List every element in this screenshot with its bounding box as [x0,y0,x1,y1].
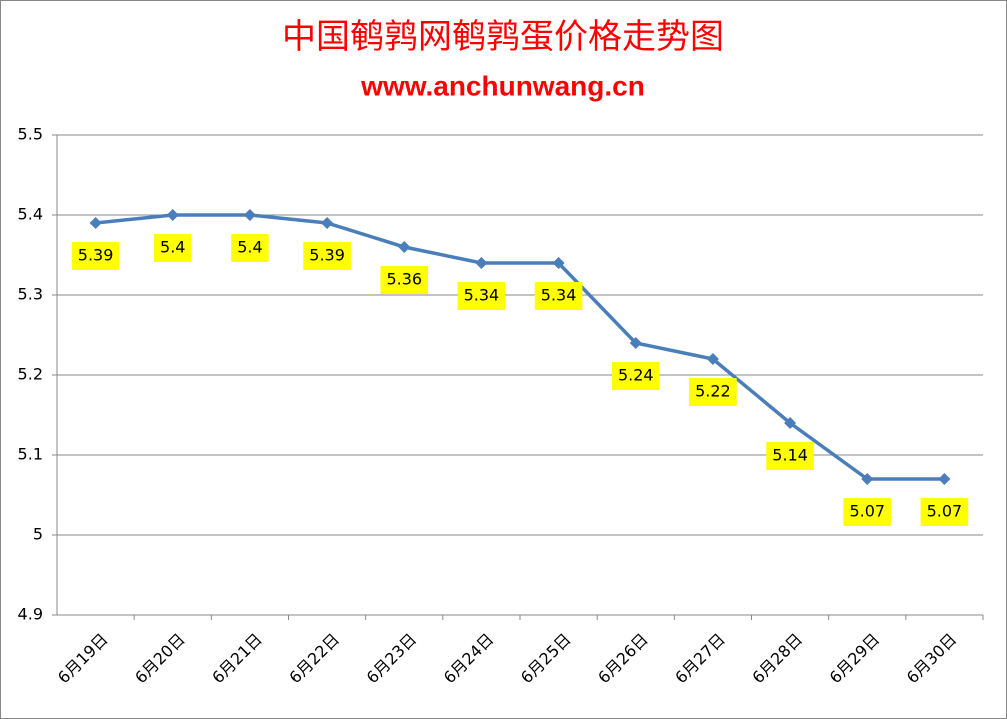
y-tick-label: 5.4 [18,205,43,224]
data-label-bg [231,234,269,262]
data-label-text: 5.07 [849,502,885,521]
data-label: 5.4 [154,234,192,262]
marker [861,473,874,485]
data-label: 5.14 [766,442,814,470]
y-tick-label: 4.9 [18,605,43,624]
y-tick-label: 5.5 [18,125,43,144]
marker [629,337,642,349]
y-tick-label: 5 [33,525,43,544]
data-label-text: 5.39 [78,246,114,265]
data-label-bg [534,282,583,310]
y-tick-label: 5.1 [18,445,43,464]
data-label: 5.39 [71,242,120,270]
data-label-bg [303,242,351,270]
data-label-bg [380,266,429,294]
chart-title: 中国鹌鹑网鹌鹑蛋价格走势图 [282,18,724,56]
data-label-bg [920,498,969,526]
marker [552,257,565,269]
data-label-bg [766,442,814,470]
marker [475,257,488,269]
marker [243,209,256,221]
data-label: 5.36 [380,266,429,294]
data-label-text: 5.39 [309,246,345,265]
marker [706,353,719,365]
y-tick-label: 5.3 [18,285,43,304]
data-label-text: 5.4 [237,238,262,257]
data-label-text: 5.34 [464,286,500,305]
data-label-bg [843,498,892,526]
data-label: 5.34 [457,282,506,310]
data-label-text: 5.07 [927,502,963,521]
data-label-bg [457,282,506,310]
data-label-text: 5.14 [772,446,808,465]
data-label: 5.07 [843,498,892,526]
data-label-bg [689,378,737,406]
data-label-bg [154,234,192,262]
data-label: 5.22 [689,378,737,406]
marker [89,217,102,229]
data-label-text: 5.22 [695,382,731,401]
marker [166,209,179,221]
marker [398,241,411,253]
data-label-bg [71,242,120,270]
data-label-bg [611,362,660,390]
data-label: 5.34 [534,282,583,310]
marker [938,473,951,485]
data-label: 5.4 [231,234,269,262]
data-label-text: 5.24 [618,366,654,385]
data-label: 5.24 [611,362,660,390]
marker [784,417,797,429]
data-label: 5.39 [303,242,351,270]
line [95,213,945,481]
data-label-text: 5.34 [541,286,577,305]
marker [321,217,334,229]
y-tick-label: 5.2 [18,365,43,384]
data-label-text: 5.4 [160,238,185,257]
data-label-text: 5.36 [386,270,422,289]
chart-subtitle: www.anchunwang.cn [360,70,645,101]
data-label: 5.07 [920,498,969,526]
